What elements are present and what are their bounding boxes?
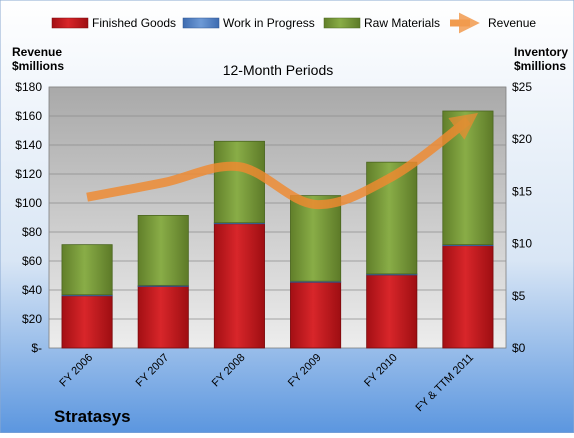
bar-finished-goods xyxy=(213,223,265,349)
bar-finished-goods xyxy=(442,245,494,349)
left-tick-label: $20 xyxy=(22,312,42,326)
legend-swatch-raw-materials xyxy=(323,17,361,29)
left-tick-label: $- xyxy=(31,341,42,355)
right-axis-title-line1: Inventory xyxy=(514,45,568,59)
right-tick-label: $5 xyxy=(512,289,526,303)
legend-label-raw-materials: Raw Materials xyxy=(364,16,440,30)
left-axis-title-line1: Revenue xyxy=(12,45,62,59)
legend-swatch-work-in-progress xyxy=(182,17,220,29)
right-tick-label: $10 xyxy=(512,237,532,251)
left-tick-label: $180 xyxy=(15,80,42,94)
right-axis-title-line2: $millions xyxy=(514,59,566,73)
bar-finished-goods xyxy=(366,274,418,349)
bar-finished-goods xyxy=(137,286,189,349)
legend-label-revenue: Revenue xyxy=(488,16,536,30)
legend-swatch-finished-goods xyxy=(51,17,89,29)
right-tick-label: $0 xyxy=(512,341,526,355)
left-tick-label: $120 xyxy=(15,167,42,181)
company-name: Stratasys xyxy=(54,407,131,426)
left-axis-ticks: $- $20 $40 $60 $80 $100 $120 $140 $160 $180 xyxy=(15,80,42,355)
legend-label-finished-goods: Finished Goods xyxy=(92,16,176,30)
legend: Finished Goods Work in Progress Raw Mate… xyxy=(51,12,536,34)
left-tick-label: $100 xyxy=(15,196,42,210)
bar-finished-goods xyxy=(61,295,113,349)
bar-raw-materials xyxy=(61,244,113,296)
left-tick-label: $160 xyxy=(15,109,42,123)
left-tick-label: $40 xyxy=(22,283,42,297)
right-axis-ticks: $0 $5 $10 $15 $20 $25 xyxy=(512,80,532,355)
right-tick-label: $25 xyxy=(512,80,532,94)
chart-subtitle: 12-Month Periods xyxy=(223,62,334,78)
revenue-line-layer xyxy=(86,112,479,209)
left-tick-label: $80 xyxy=(22,225,42,239)
plot-area xyxy=(48,86,507,349)
left-axis-title-line2: $millions xyxy=(12,59,64,73)
bar-raw-materials xyxy=(213,140,265,224)
revenue-line xyxy=(86,112,479,209)
right-tick-label: $15 xyxy=(512,184,532,198)
bar-raw-materials xyxy=(290,195,342,282)
bar-raw-materials xyxy=(137,215,189,286)
bar-finished-goods xyxy=(290,281,342,349)
right-tick-label: $20 xyxy=(512,132,532,146)
legend-label-work-in-progress: Work in Progress xyxy=(223,16,315,30)
left-tick-label: $60 xyxy=(22,254,42,268)
left-tick-label: $140 xyxy=(15,138,42,152)
